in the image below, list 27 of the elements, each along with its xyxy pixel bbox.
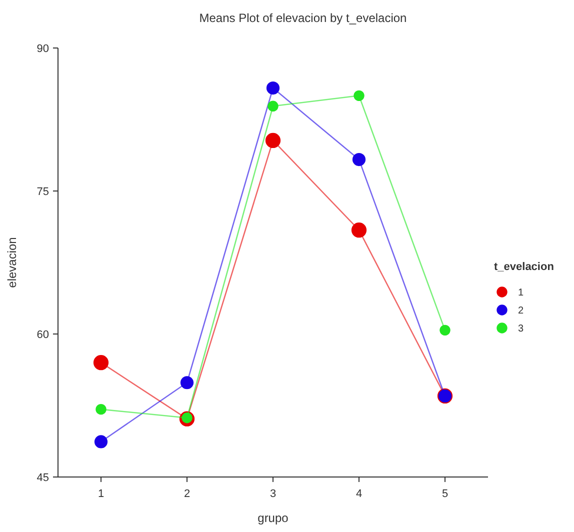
point bbox=[352, 153, 366, 166]
point bbox=[268, 100, 278, 112]
point bbox=[94, 435, 108, 448]
x-tick-label: 4 bbox=[356, 488, 362, 500]
x-tick-label: 3 bbox=[270, 488, 276, 500]
x-tick-label: 2 bbox=[184, 488, 190, 500]
legend-title: t_evelacion bbox=[494, 261, 554, 273]
y-tick-label: 75 bbox=[36, 186, 49, 198]
y-tick-label: 90 bbox=[36, 42, 49, 55]
legend-label: 2 bbox=[518, 306, 524, 316]
y-axis-title: elevacion bbox=[5, 237, 19, 288]
point bbox=[351, 222, 367, 238]
point bbox=[266, 82, 280, 95]
x-tick-label: 1 bbox=[98, 488, 104, 500]
point bbox=[180, 376, 194, 390]
x-tick-label: 5 bbox=[442, 488, 448, 500]
legend-label: 1 bbox=[518, 288, 524, 298]
point bbox=[354, 90, 364, 102]
y-tick-label: 45 bbox=[36, 472, 49, 484]
point bbox=[96, 404, 106, 415]
chart-title: Means Plot of elevacion by t_evelacion bbox=[199, 11, 407, 25]
x-axis-title: grupo bbox=[258, 511, 289, 525]
point bbox=[440, 324, 450, 336]
point bbox=[265, 132, 281, 148]
legend-label: 3 bbox=[518, 324, 524, 334]
y-tick-label: 60 bbox=[36, 328, 49, 341]
point bbox=[93, 355, 109, 370]
